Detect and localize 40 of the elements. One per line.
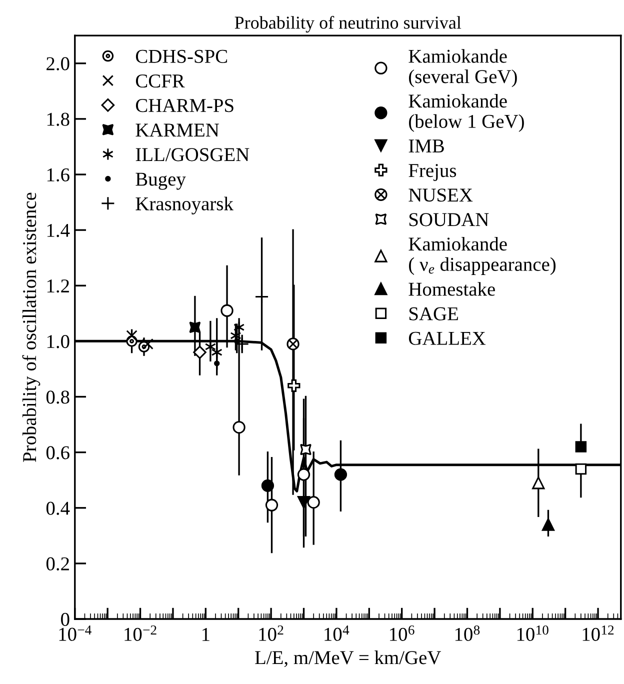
legend-label: Frejus	[408, 164, 456, 182]
x-tick-label: 10$^{−2}$	[124, 625, 156, 641]
x-tick-label: 10$^{6}$	[390, 625, 414, 641]
legend-label: ILL/GOSGEN	[136, 148, 250, 162]
legend-label: IMB	[408, 140, 444, 152]
y-tick-label: 1.8	[47, 112, 70, 126]
x-tick-label: 10$^{4}$	[324, 625, 350, 641]
y-tick-label: 1.4	[47, 224, 70, 238]
chart-title: Probability of neutrino survival	[234, 16, 462, 33]
y-tick-label: 1.6	[47, 168, 70, 182]
y-tick-label: 0.2	[46, 557, 69, 570]
legend-label: Kamiokande (several GeV)	[408, 49, 517, 88]
legend-label: NUSEX	[408, 188, 473, 202]
y-tick-label: 0.8	[46, 390, 70, 404]
x-tick-label: 10$^{2}$	[259, 625, 284, 641]
legend-label: CHARM-PS	[136, 99, 234, 112]
x-tick-label: 10$^{10}$	[517, 625, 548, 641]
legend-label: CDHS-SPC	[136, 50, 228, 63]
legend-label: SAGE	[409, 307, 458, 320]
legend-label: CCFR	[136, 74, 185, 88]
y-tick-label: 0	[61, 612, 70, 626]
x-tick-label: 1	[202, 628, 210, 641]
legend-label: Krasnoyarsk	[136, 196, 234, 214]
x-tick-label: 10$^{8}$	[455, 625, 480, 641]
legend-label: SOUDAN	[409, 213, 489, 226]
y-axis-title: Probability of oscillation existence	[22, 192, 40, 462]
legend-label: KARMEN	[136, 124, 219, 136]
legend-label: Homestake	[408, 282, 495, 296]
legend-label: Kamiokande ( ν$_{e}$ disappearance)	[408, 236, 556, 275]
y-tick-label: 2.0	[46, 57, 70, 70]
legend-label: Kamiokande (below 1 GeV)	[408, 94, 524, 132]
legend-label: Bugey	[136, 172, 186, 190]
x-tick-label: 10$^{12}$	[582, 625, 614, 641]
legend-label: GALLEX	[408, 332, 486, 345]
x-axis-title: L/E, m/MeV = km/GeV	[255, 650, 441, 668]
y-tick-label: 0.6	[46, 446, 70, 460]
x-tick-label: 10$^{−4}$	[59, 625, 92, 641]
y-tick-label: 1.2	[47, 279, 69, 293]
y-tick-label: 1.0	[47, 335, 70, 348]
y-tick-label: 0.4	[46, 502, 70, 515]
